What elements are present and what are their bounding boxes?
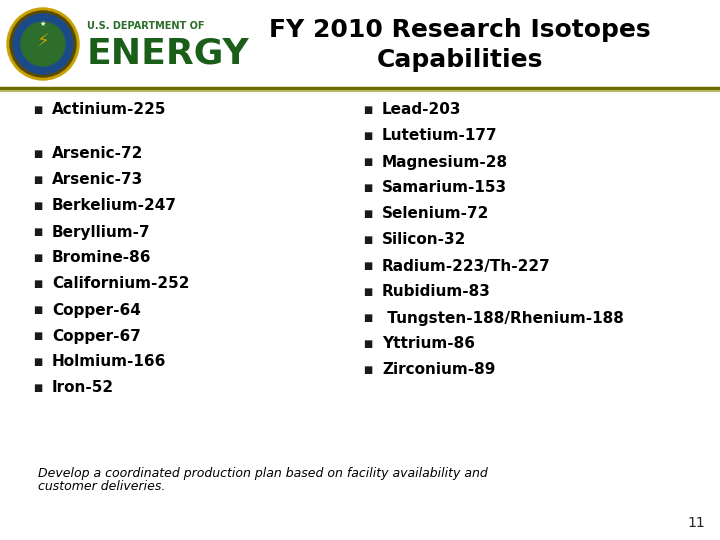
Text: Iron-52: Iron-52 <box>52 381 114 395</box>
Text: Rubidium-83: Rubidium-83 <box>382 285 491 300</box>
Text: Zirconium-89: Zirconium-89 <box>382 362 495 377</box>
Text: FY 2010 Research Isotopes: FY 2010 Research Isotopes <box>269 18 651 42</box>
Text: Lead-203: Lead-203 <box>382 103 462 118</box>
Text: Holmium-166: Holmium-166 <box>52 354 166 369</box>
Text: ■: ■ <box>33 175 42 185</box>
Text: Radium-223/Th-227: Radium-223/Th-227 <box>382 259 551 273</box>
Text: ■: ■ <box>33 357 42 367</box>
Text: Arsenic-72: Arsenic-72 <box>52 146 143 161</box>
Text: ■: ■ <box>364 313 373 323</box>
Text: Copper-64: Copper-64 <box>52 302 141 318</box>
Text: ★: ★ <box>40 21 46 27</box>
Text: customer deliveries.: customer deliveries. <box>38 480 166 492</box>
Text: ■: ■ <box>364 209 373 219</box>
Text: Tungsten-188/Rhenium-188: Tungsten-188/Rhenium-188 <box>382 310 624 326</box>
Text: ■: ■ <box>364 365 373 375</box>
Text: ■: ■ <box>33 201 42 211</box>
Text: U.S. DEPARTMENT OF: U.S. DEPARTMENT OF <box>87 21 204 31</box>
Text: Silicon-32: Silicon-32 <box>382 233 467 247</box>
Text: ■: ■ <box>33 105 42 115</box>
Circle shape <box>21 22 65 66</box>
Circle shape <box>10 11 76 77</box>
Text: Actinium-225: Actinium-225 <box>52 103 166 118</box>
Text: ■: ■ <box>364 235 373 245</box>
Text: Beryllium-7: Beryllium-7 <box>52 225 150 240</box>
Text: Copper-67: Copper-67 <box>52 328 141 343</box>
Text: Samarium-153: Samarium-153 <box>382 180 507 195</box>
Text: Bromine-86: Bromine-86 <box>52 251 151 266</box>
Text: ■: ■ <box>33 279 42 289</box>
Text: ■: ■ <box>33 253 42 263</box>
Bar <box>0 0 720 88</box>
Text: Develop a coordinated production plan based on facility availability and: Develop a coordinated production plan ba… <box>38 467 487 480</box>
Text: Arsenic-73: Arsenic-73 <box>52 172 143 187</box>
Text: ENERGY: ENERGY <box>87 37 250 71</box>
Circle shape <box>13 14 73 74</box>
Text: Yttrium-86: Yttrium-86 <box>382 336 475 352</box>
Text: ⚡: ⚡ <box>37 33 49 51</box>
Text: ■: ■ <box>33 227 42 237</box>
Text: ■: ■ <box>364 261 373 271</box>
Circle shape <box>7 8 79 80</box>
Text: ■: ■ <box>364 287 373 297</box>
Text: Capabilities: Capabilities <box>377 48 543 72</box>
Text: 11: 11 <box>688 516 705 530</box>
Text: ■: ■ <box>33 149 42 159</box>
Text: ■: ■ <box>33 305 42 315</box>
Text: ■: ■ <box>364 131 373 141</box>
Text: ■: ■ <box>364 183 373 193</box>
Text: Selenium-72: Selenium-72 <box>382 206 490 221</box>
Text: Californium-252: Californium-252 <box>52 276 189 292</box>
Text: ■: ■ <box>33 331 42 341</box>
Text: Berkelium-247: Berkelium-247 <box>52 199 177 213</box>
Text: ■: ■ <box>33 383 42 393</box>
Text: ■: ■ <box>364 339 373 349</box>
Text: ■: ■ <box>364 157 373 167</box>
Text: Lutetium-177: Lutetium-177 <box>382 129 498 144</box>
Text: Magnesium-28: Magnesium-28 <box>382 154 508 170</box>
Text: ■: ■ <box>364 105 373 115</box>
